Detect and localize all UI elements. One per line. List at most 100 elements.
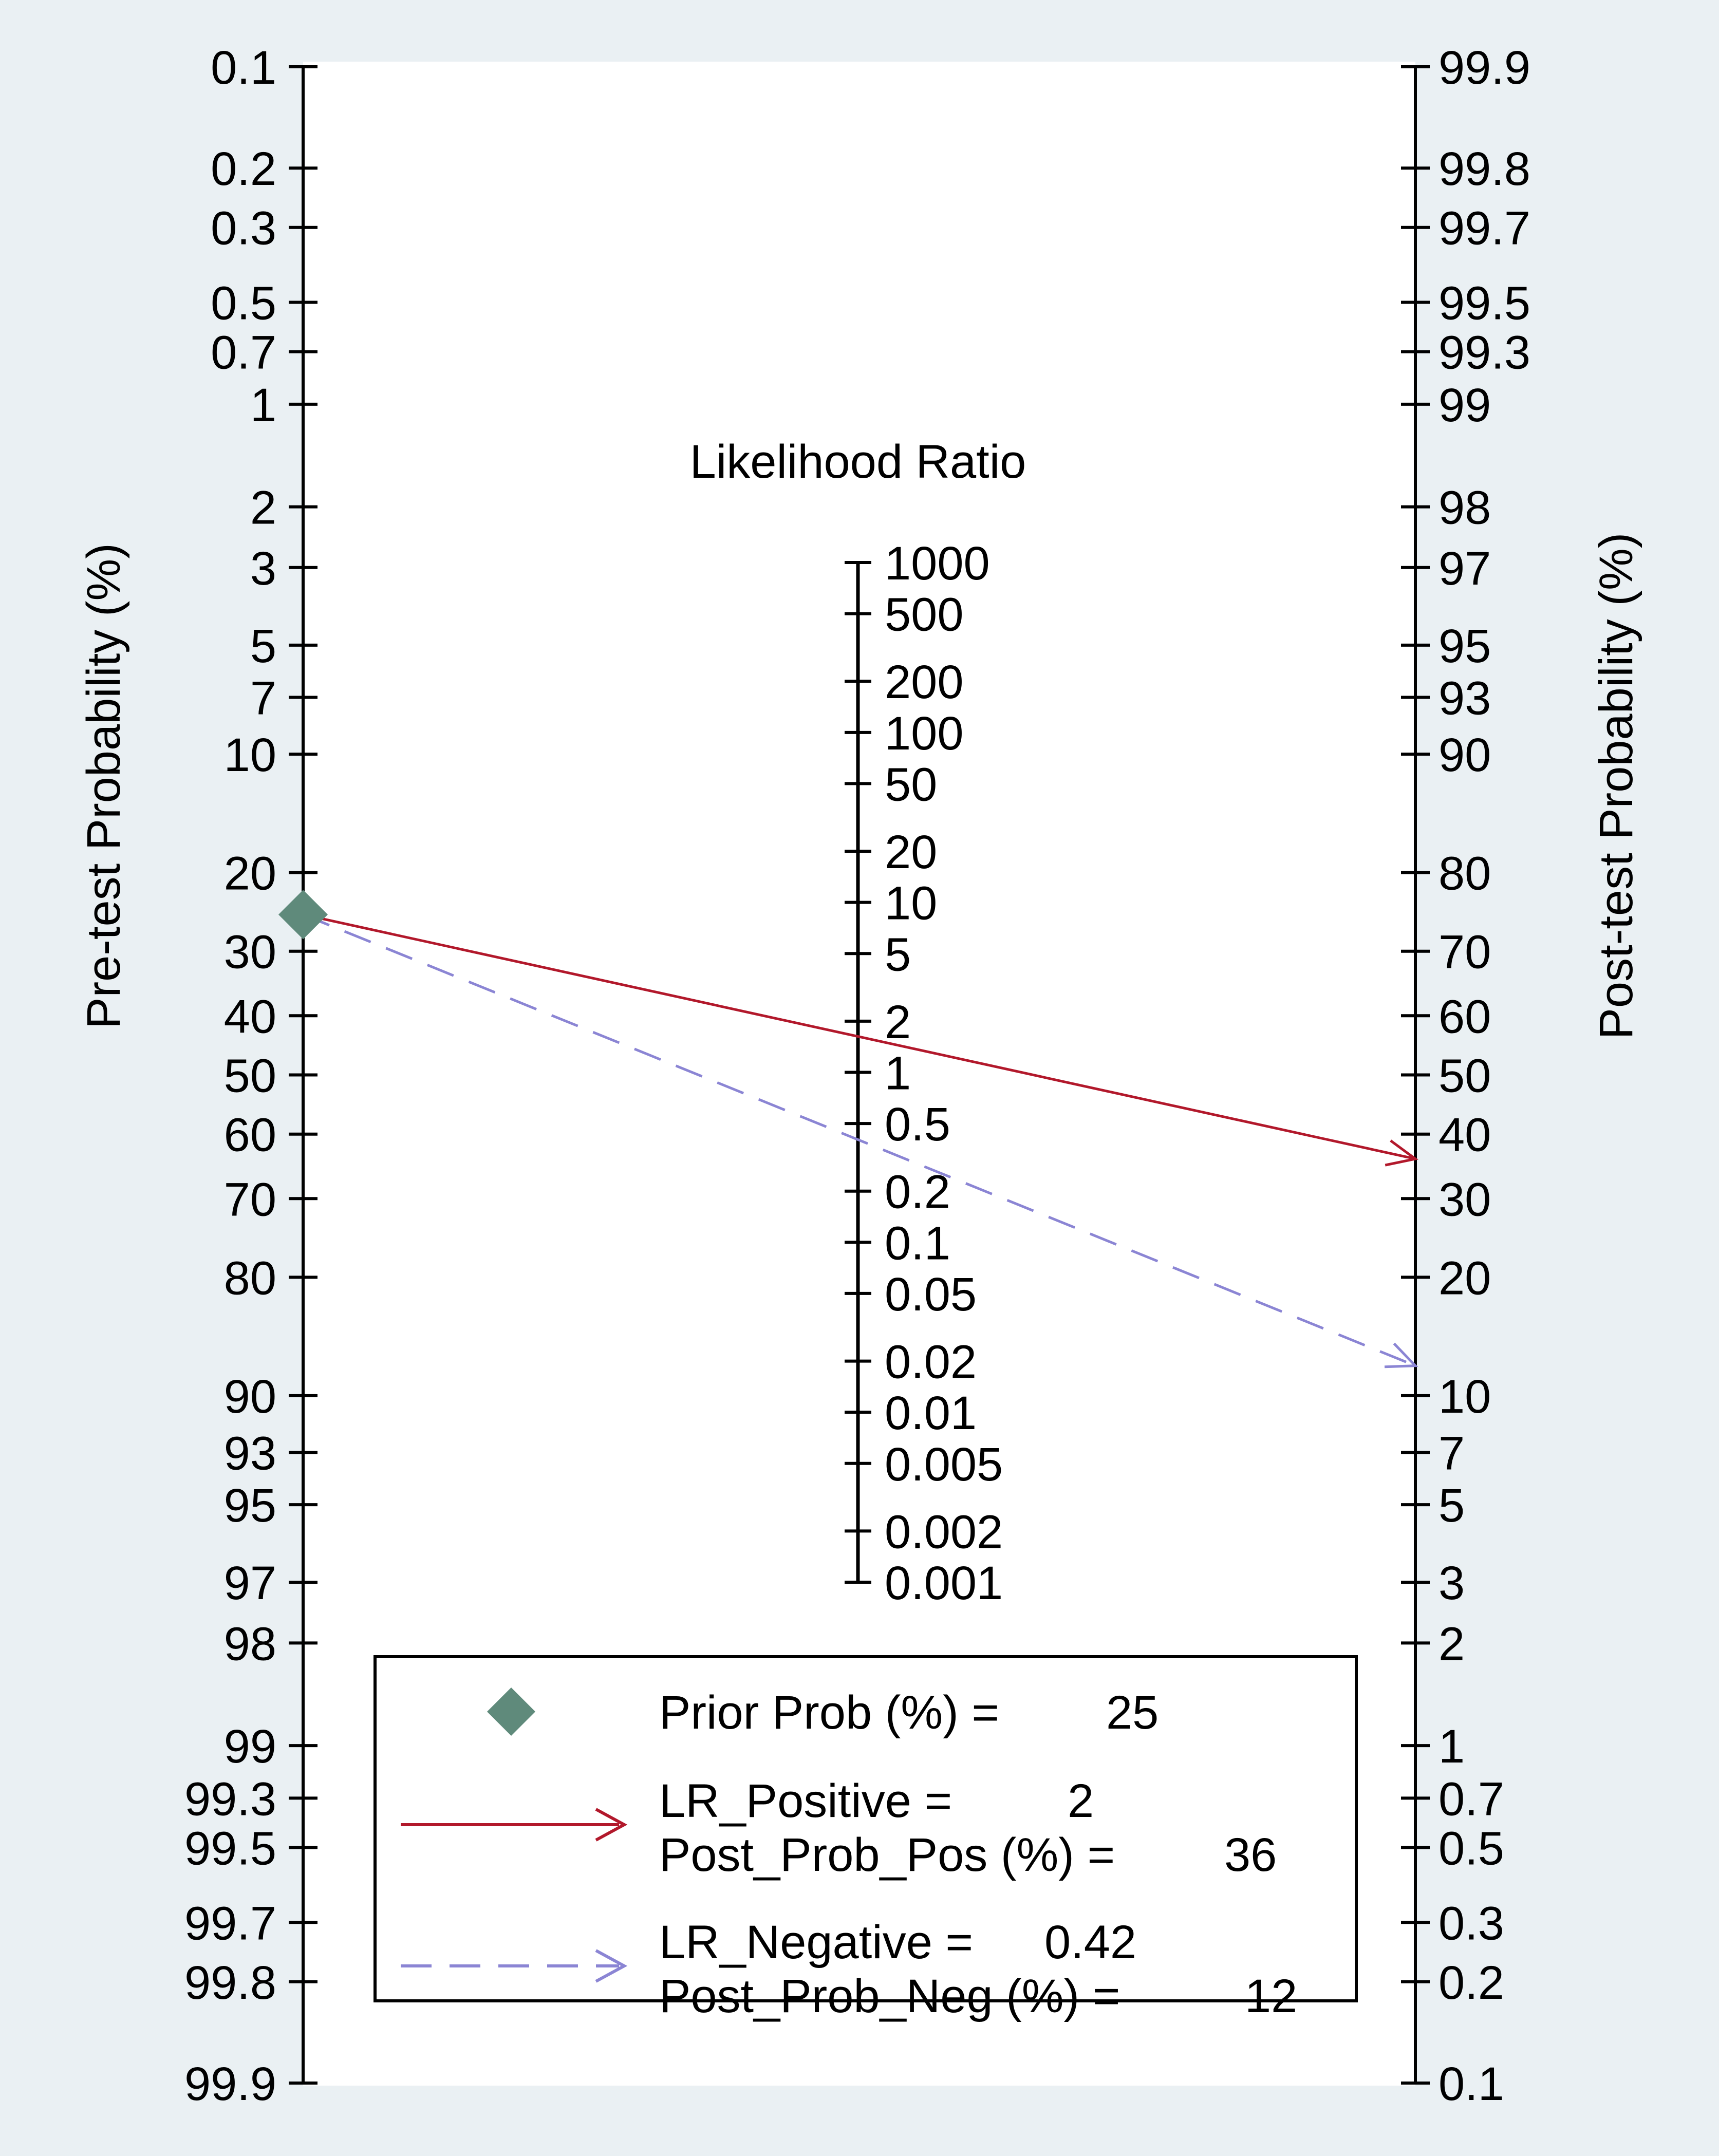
lr-axis-tick-label: 0.01 [885, 1387, 977, 1439]
legend-prior-label: Prior Prob (%) = [659, 1686, 999, 1739]
negative-lr-line [303, 913, 1416, 1367]
legend-negative-arrow-icon [595, 1949, 628, 1983]
left-axis-tick-label: 99.3 [184, 1773, 276, 1825]
right-axis-tick-label: 40 [1438, 1109, 1491, 1161]
negative-arrow-head [1384, 1342, 1418, 1368]
left-axis-tick-label: 99.9 [184, 2058, 276, 2110]
right-axis-tick-label: 20 [1438, 1252, 1491, 1304]
left-axis-tick-label: 99.5 [184, 1823, 276, 1875]
right-axis-tick-label: 70 [1438, 926, 1491, 979]
left-axis-tick-label: 30 [224, 926, 276, 979]
left-axis-tick-label: 50 [224, 1050, 276, 1102]
left-axis-tick-label: 99.8 [184, 1957, 276, 2009]
right-axis-tick-label: 99.9 [1438, 42, 1530, 94]
right-axis-title: Post-test Probability (%) [1590, 533, 1642, 1040]
left-axis-tick-label: 70 [224, 1173, 276, 1226]
legend-prior-value: 25 [1106, 1686, 1159, 1739]
left-axis-tick-label: 10 [224, 729, 276, 781]
right-axis-tick-label: 98 [1438, 482, 1491, 534]
left-axis-tick-label: 0.3 [211, 202, 276, 255]
right-axis-tick-label: 0.5 [1438, 1823, 1504, 1875]
lr-axis-title: Likelihood Ratio [690, 436, 1026, 488]
left-axis-tick-label: 93 [224, 1427, 276, 1479]
right-axis-tick-label: 99.8 [1438, 143, 1530, 195]
lr-axis-tick-label: 10 [885, 877, 937, 930]
left-axis-tick-label: 2 [250, 482, 276, 534]
lr-axis-tick-label: 5 [885, 928, 911, 981]
lr-axis-tick-label: 0.02 [885, 1336, 977, 1389]
right-axis-tick-label: 99.3 [1438, 327, 1530, 379]
connecting-lines [278, 890, 1418, 1368]
right-axis-tick-label: 0.2 [1438, 1957, 1504, 2009]
legend-lr-positive-value: 2 [1068, 1775, 1094, 1827]
right-axis: 99.999.899.799.599.399989795939080706050… [1401, 42, 1530, 2110]
left-axis-tick-label: 0.2 [211, 143, 276, 195]
lr-axis-tick-label: 0.5 [885, 1098, 950, 1151]
legend: Prior Prob (%) = 25 LR_Positive = 2 Post… [373, 1655, 1358, 2022]
left-axis-tick-label: 20 [224, 848, 276, 900]
lr-axis-tick-label: 50 [885, 758, 937, 811]
right-axis-tick-label: 10 [1438, 1371, 1491, 1423]
lr-axis-tick-label: 200 [885, 656, 964, 708]
left-axis-tick-label: 95 [224, 1479, 276, 1532]
right-axis-tick-label: 30 [1438, 1173, 1491, 1226]
right-axis-tick-label: 0.3 [1438, 1897, 1504, 1949]
right-axis-tick-label: 1 [1438, 1720, 1465, 1773]
legend-lr-negative-value: 0.42 [1044, 1916, 1136, 1968]
lr-axis-tick-label: 1000 [885, 537, 990, 590]
legend-post-pos-value: 36 [1224, 1829, 1277, 1881]
left-axis-tick-label: 98 [224, 1618, 276, 1670]
legend-prior-marker-icon [487, 1688, 535, 1736]
right-axis-tick-label: 99.7 [1438, 202, 1530, 255]
left-axis-tick-label: 80 [224, 1252, 276, 1304]
right-axis-tick-label: 93 [1438, 672, 1491, 725]
lr-axis-tick-label: 0.005 [885, 1438, 1003, 1491]
lr-axis-tick-label: 0.2 [885, 1166, 950, 1218]
right-axis-tick-label: 50 [1438, 1050, 1491, 1102]
lr-axis-tick-label: 0.05 [885, 1268, 977, 1321]
lr-axis-tick-label: 0.001 [885, 1557, 1003, 1609]
right-axis-tick-label: 0.7 [1438, 1773, 1504, 1825]
left-axis-tick-label: 5 [250, 620, 276, 672]
right-axis-tick-label: 95 [1438, 620, 1491, 672]
right-axis-tick-label: 99.5 [1438, 277, 1530, 329]
lr-axis-tick-label: 0.1 [885, 1217, 950, 1269]
right-axis-tick-label: 97 [1438, 542, 1491, 595]
left-axis-tick-label: 3 [250, 542, 276, 595]
lr-axis-tick-label: 2 [885, 996, 911, 1048]
legend-positive-arrow-icon [595, 1808, 628, 1842]
legend-lr-negative-label: LR_Negative = [659, 1916, 973, 1968]
right-axis-tick-label: 80 [1438, 848, 1491, 900]
left-axis-tick-label: 0.1 [211, 42, 276, 94]
left-axis-tick-label: 60 [224, 1109, 276, 1161]
lr-axis-tick-label: 100 [885, 707, 964, 760]
right-axis-tick-label: 90 [1438, 729, 1491, 781]
positive-lr-line [303, 913, 1416, 1160]
left-axis-tick-label: 97 [224, 1557, 276, 1609]
positive-arrow-head [1385, 1139, 1418, 1167]
lr-axis: 10005002001005020105210.50.20.10.050.020… [845, 537, 1003, 1609]
right-axis-tick-label: 2 [1438, 1618, 1465, 1670]
legend-lr-positive-label: LR_Positive = [659, 1775, 952, 1827]
lr-axis-tick-label: 0.002 [885, 1506, 1003, 1558]
left-axis-tick-label: 0.7 [211, 327, 276, 379]
legend-post-neg-value: 12 [1245, 1970, 1297, 2022]
legend-post-neg-label: Post_Prob_Neg (%) = [659, 1970, 1120, 2022]
right-axis-tick-label: 3 [1438, 1557, 1465, 1609]
left-axis-tick-label: 0.5 [211, 277, 276, 329]
lr-axis-tick-label: 20 [885, 826, 937, 878]
left-axis-tick-label: 1 [250, 379, 276, 432]
right-axis-tick-label: 60 [1438, 990, 1491, 1043]
lr-axis-tick-label: 500 [885, 589, 964, 641]
right-axis-tick-label: 0.1 [1438, 2058, 1504, 2110]
right-axis-tick-label: 5 [1438, 1479, 1465, 1532]
legend-post-pos-label: Post_Prob_Pos (%) = [659, 1829, 1115, 1881]
left-axis-title: Pre-test Probability (%) [78, 543, 130, 1029]
left-axis-tick-label: 90 [224, 1371, 276, 1423]
prior-probability-marker [278, 890, 328, 940]
legend-box [373, 1655, 1358, 2002]
right-axis-tick-label: 99 [1438, 379, 1491, 432]
right-axis-tick-label: 7 [1438, 1427, 1465, 1479]
